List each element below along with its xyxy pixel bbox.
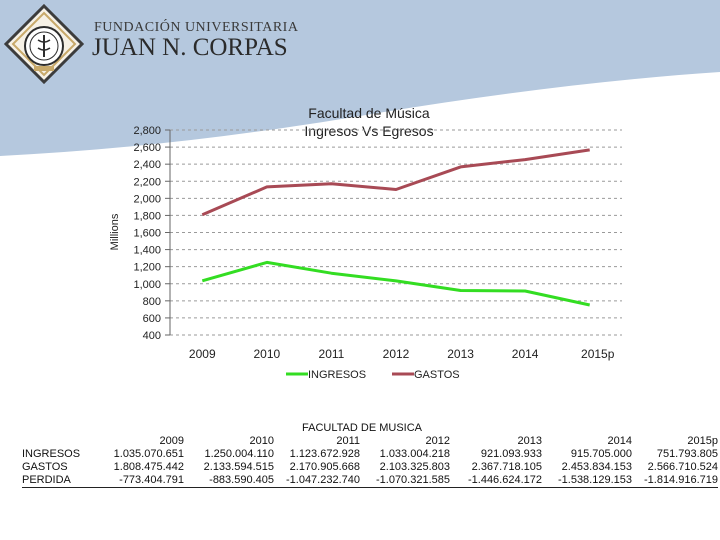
table-header-row: 2009 2010 2011 2012 2013 2014 2015p: [22, 435, 718, 448]
table-cell: 2.170.905.668: [289, 461, 360, 473]
table-title: FACULTAD DE MUSICA: [302, 422, 422, 434]
table-cell: -1.070.321.585: [360, 474, 450, 488]
row-label: INGRESOS: [22, 448, 81, 460]
table-cell: 2.566.710.524: [647, 461, 718, 473]
table-cell: -1.446.624.172: [450, 474, 542, 488]
data-table: FACULTAD DE MUSICA 2009 2010 2011 2012 2…: [22, 422, 718, 488]
y-tick-label: 1,200: [133, 262, 161, 274]
row-label: GASTOS: [22, 461, 68, 473]
y-tick-label: 2,400: [133, 159, 161, 171]
chart-title: Facultad de Música: [308, 105, 430, 121]
column-header: 2013: [517, 435, 542, 447]
table-row: PERDIDA -773.404.791 -883.590.405 -1.047…: [22, 474, 718, 488]
chart-subtitle: Ingresos Vs Egresos: [304, 123, 433, 139]
y-tick-label: 2,200: [133, 176, 161, 188]
table-cell: 2.367.718.105: [471, 461, 542, 473]
column-header: 2015p: [687, 435, 718, 447]
table-cell: -1.538.129.153: [542, 474, 632, 488]
x-axis-ticks: 2009 2010 2011 2012 2013 2014 2015p: [189, 347, 615, 361]
x-tick-label: 2011: [319, 347, 345, 361]
x-tick-label: 2014: [512, 347, 539, 361]
y-tick-label: 800: [143, 296, 161, 308]
row-label: PERDIDA: [22, 474, 98, 488]
table-cell: 2.103.325.803: [379, 461, 450, 473]
y-axis-label: Millions: [109, 213, 121, 250]
table-cell: 2.453.834.153: [561, 461, 632, 473]
column-header: 2014: [607, 435, 632, 447]
table-cell: 1.808.475.442: [113, 461, 184, 473]
series-lines: [201, 148, 591, 307]
y-tick-label: 400: [143, 330, 161, 342]
line-chart: Facultad de Música Ingresos Vs Egresos M…: [109, 105, 622, 381]
table-cell: 921.093.933: [480, 448, 542, 460]
column-header: 2009: [159, 435, 184, 447]
table-cell: -1.814.916.719: [632, 474, 718, 488]
x-tick-label: 2012: [383, 347, 410, 361]
table-cell: 1.123.672.928: [289, 448, 360, 460]
table-row: INGRESOS 1.035.070.651 1.250.004.110 1.1…: [22, 448, 718, 461]
gridlines: [170, 129, 622, 336]
column-header: 2011: [336, 435, 360, 447]
university-seal-logo: [4, 4, 84, 84]
table-title-row: FACULTAD DE MUSICA: [22, 422, 718, 435]
table-cell: 2.133.594.515: [203, 461, 274, 473]
table-cell: 751.793.805: [656, 448, 718, 460]
y-tick-label: 1,600: [133, 228, 161, 240]
x-tick-label: 2015p: [581, 347, 615, 361]
table-cell: -883.590.405: [184, 474, 274, 488]
y-tick-label: 2,600: [133, 142, 161, 154]
y-tick-label: 2,000: [133, 193, 161, 205]
table-row: GASTOS 1.808.475.442 2.133.594.515 2.170…: [22, 461, 718, 474]
table-cell: -1.047.232.740: [274, 474, 360, 488]
institution-name-line1: FUNDACIÓN UNIVERSITARIA: [94, 20, 299, 35]
table-cell: -773.404.791: [98, 474, 184, 488]
table-cell: 1.035.070.651: [113, 448, 184, 460]
y-tick-label: 1,800: [133, 210, 161, 222]
legend: INGRESOS GASTOS: [286, 369, 460, 381]
y-tick-label: 600: [143, 313, 161, 325]
table-cell: 915.705.000: [570, 448, 632, 460]
y-axis-ticks: 400 600 800 1,000 1,200 1,400 1,600 1,800 2,000 2…: [133, 125, 171, 342]
y-tick-label: 1,400: [133, 245, 161, 257]
table-cell: 1.250.004.110: [204, 448, 274, 460]
x-tick-label: 2009: [189, 347, 216, 361]
column-header: 2012: [425, 435, 450, 447]
column-header: 2010: [249, 435, 274, 447]
y-tick-label: 2,800: [133, 125, 161, 137]
legend-label: GASTOS: [414, 369, 460, 381]
series-line-gastos: [201, 148, 590, 217]
x-tick-label: 2010: [254, 347, 281, 361]
legend-label: INGRESOS: [308, 369, 366, 381]
x-tick-label: 2013: [447, 347, 474, 361]
institution-name-line2: JUAN N. CORPAS: [92, 34, 288, 61]
table-cell: 1.033.004.218: [379, 448, 450, 460]
banner-shape: [0, 0, 720, 156]
y-tick-label: 1,000: [133, 279, 161, 291]
header-banner: [0, 0, 720, 156]
